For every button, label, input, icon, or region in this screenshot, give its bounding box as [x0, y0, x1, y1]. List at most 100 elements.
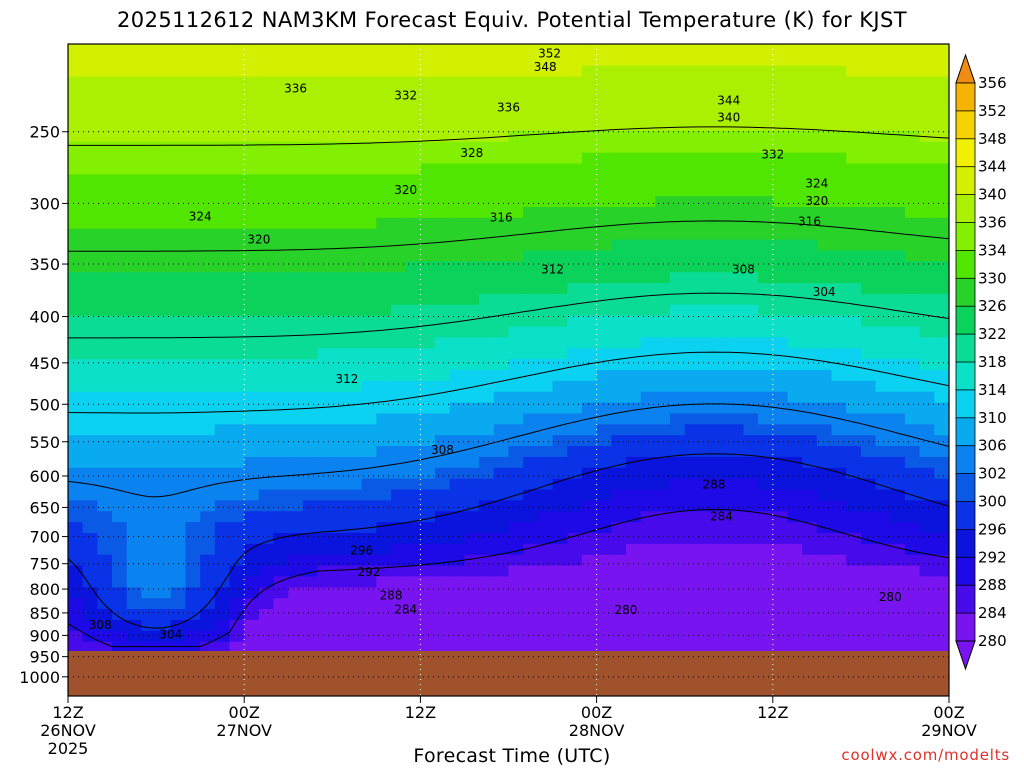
- field-cell: [816, 391, 833, 404]
- field-cell: [185, 44, 201, 56]
- field-cell: [567, 141, 583, 154]
- field-cell: [875, 44, 891, 56]
- field-cell: [728, 130, 745, 143]
- contour-label: 280: [615, 603, 638, 617]
- field-cell: [581, 500, 598, 512]
- field-cell: [846, 446, 862, 458]
- field-cell: [214, 65, 231, 78]
- field-cell: [405, 326, 421, 338]
- field-cell: [758, 185, 774, 197]
- field-cell: [258, 598, 275, 610]
- field-cell: [288, 272, 304, 284]
- field-cell: [332, 478, 348, 491]
- field-cell: [317, 543, 333, 556]
- field-cell: [449, 120, 466, 132]
- field-cell: [156, 152, 172, 165]
- field-cell: [802, 554, 818, 567]
- field-cell: [581, 141, 598, 154]
- field-cell: [552, 598, 568, 610]
- field-cell: [904, 174, 921, 186]
- field-cell: [244, 619, 260, 632]
- field-cell: [772, 391, 789, 404]
- field-cell: [625, 304, 642, 317]
- field-cell: [141, 54, 157, 67]
- field-cell: [596, 424, 612, 436]
- field-cell: [449, 44, 466, 56]
- field-cell: [273, 152, 289, 165]
- field-cell: [728, 54, 745, 67]
- field-cell: [332, 370, 348, 382]
- field-cell: [405, 130, 421, 143]
- field-cell: [537, 98, 554, 110]
- field-cell: [405, 44, 421, 56]
- field-cell: [273, 109, 289, 121]
- field-cell: [758, 511, 774, 523]
- field-cell: [361, 456, 377, 469]
- field-cell: [860, 370, 877, 382]
- field-cell: [420, 196, 436, 208]
- field-cell: [361, 380, 377, 393]
- field-cell: [846, 87, 862, 99]
- field-cell: [200, 185, 216, 197]
- field-cell: [361, 217, 377, 230]
- contour-label: 344: [717, 94, 740, 108]
- field-cell: [449, 359, 466, 371]
- field-cell: [875, 174, 891, 186]
- field-cell: [611, 293, 627, 306]
- field-cell: [141, 446, 157, 458]
- field-cell: [317, 424, 333, 436]
- field-cell: [934, 619, 949, 632]
- field-cell: [214, 272, 231, 284]
- field-cell: [273, 511, 289, 523]
- field-cell: [68, 185, 84, 197]
- field-cell: [625, 500, 642, 512]
- field-cell: [537, 250, 554, 262]
- field-cell: [714, 380, 730, 393]
- field-cell: [860, 54, 877, 67]
- field-cell: [743, 217, 759, 230]
- field-cell: [860, 76, 877, 89]
- field-cell: [405, 185, 421, 197]
- field-cell: [831, 576, 847, 588]
- field-cell: [655, 152, 671, 165]
- field-cell: [640, 533, 656, 545]
- field-cell: [537, 109, 554, 121]
- field-cell: [537, 185, 554, 197]
- field-cell: [846, 500, 862, 512]
- field-cell: [449, 293, 466, 306]
- field-cell: [611, 609, 627, 621]
- field-cell: [758, 98, 774, 110]
- field-cell: [699, 533, 715, 545]
- plot-frame: [67, 43, 950, 697]
- field-cell: [802, 130, 818, 143]
- field-cell: [112, 456, 128, 469]
- field-cell: [625, 619, 642, 632]
- field-cell: [640, 120, 656, 132]
- field-cell: [405, 228, 421, 241]
- field-cell: [831, 359, 847, 371]
- field-cell: [655, 141, 671, 154]
- field-cell: [787, 511, 803, 523]
- field-cell: [170, 304, 187, 317]
- field-cell: [684, 522, 700, 534]
- field-cell: [567, 217, 583, 230]
- field-cell: [640, 565, 656, 578]
- field-cell: [464, 543, 480, 556]
- field-cell: [229, 554, 245, 567]
- field-cell: [684, 65, 700, 78]
- field-cell: [258, 174, 275, 186]
- field-cell: [200, 283, 216, 295]
- field-cell: [684, 228, 700, 241]
- field-cell: [581, 609, 598, 621]
- field-cell: [273, 609, 289, 621]
- field-cell: [244, 261, 260, 273]
- y-tick-label: 450: [29, 354, 60, 373]
- field-cell: [170, 467, 187, 480]
- field-cell: [82, 217, 98, 230]
- field-cell: [596, 174, 612, 186]
- field-cell: [743, 380, 759, 393]
- field-cell: [596, 630, 612, 643]
- field-cell: [846, 489, 862, 501]
- contour-label: 304: [159, 628, 182, 642]
- field-cell: [802, 370, 818, 382]
